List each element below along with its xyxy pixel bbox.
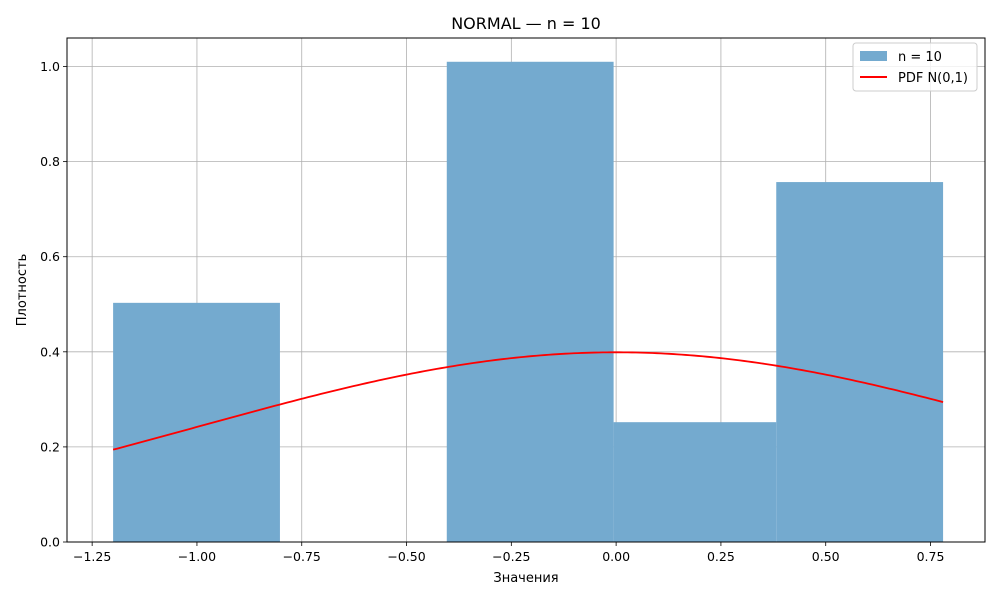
legend: n = 10 PDF N(0,1) xyxy=(852,42,978,92)
histogram-bar xyxy=(613,422,777,542)
y-axis-label: Плотность xyxy=(15,254,30,326)
y-tick-label: 0.0 xyxy=(40,535,60,550)
y-tick-label: 0.6 xyxy=(40,249,60,264)
y-tick-label: 0.8 xyxy=(40,154,60,169)
x-tick-label: 0.00 xyxy=(602,549,630,564)
x-tick-label: −0.50 xyxy=(387,549,425,564)
histogram-bar xyxy=(776,182,944,542)
x-tick-label: −0.75 xyxy=(283,549,321,564)
plot-frame xyxy=(66,37,986,543)
legend-label-pdf: PDF N(0,1) xyxy=(898,71,968,86)
x-tick-label: 0.75 xyxy=(917,549,945,564)
x-tick-label: 0.25 xyxy=(707,549,735,564)
histogram-bar xyxy=(446,61,614,542)
pdf-curve xyxy=(112,351,944,451)
legend-label-histogram: n = 10 xyxy=(898,50,942,65)
x-tick-label: −1.25 xyxy=(73,549,111,564)
x-axis-label: Значения xyxy=(493,571,558,586)
pdf-curve-layer xyxy=(112,351,944,451)
histogram-bar xyxy=(113,302,280,542)
x-tick-label: −1.00 xyxy=(178,549,216,564)
histogram-bars xyxy=(113,61,944,542)
x-axis-ticks: −1.25 −1.00 −0.75 −0.50 −0.25 0.00 0.25 0.50 0.7… xyxy=(73,542,944,564)
legend-swatch-histogram xyxy=(860,51,887,61)
y-tick-label: 1.0 xyxy=(40,59,60,74)
y-axis-ticks: 0.0 0.2 0.4 0.6 0.8 1.0 xyxy=(40,59,67,550)
x-tick-label: 0.50 xyxy=(812,549,840,564)
chart-title: NORMAL — n = 10 xyxy=(451,14,601,33)
x-tick-label: −0.25 xyxy=(492,549,530,564)
y-tick-label: 0.4 xyxy=(40,344,60,359)
y-tick-label: 0.2 xyxy=(40,439,60,454)
